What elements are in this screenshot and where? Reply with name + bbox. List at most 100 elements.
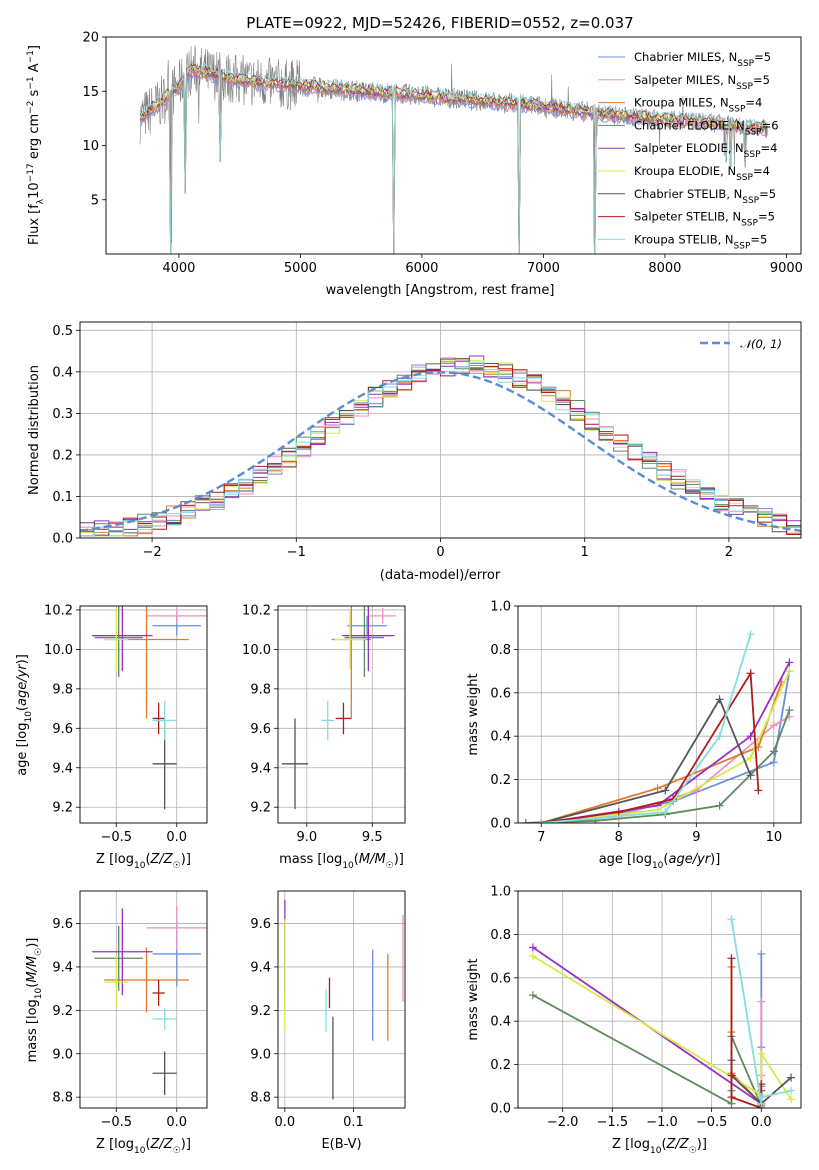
x-tick-label: 5000 xyxy=(284,261,317,276)
mass-weight-marker xyxy=(785,658,794,667)
frame-weight_vs_age: 7 8 9 10 0.0 0.2 0.4 0.6 0.8 1.0 age [log10(age/yr… xyxy=(466,600,802,871)
mass-weight-line xyxy=(541,633,752,823)
error-bar-point xyxy=(344,606,385,678)
axes-weight_vs_age: 7 8 9 10 0.0 0.2 0.4 0.6 0.8 1.0 age [log10(age/yr… xyxy=(466,600,802,871)
mass-weight-marker xyxy=(746,771,755,780)
residuals-xlabel: (data-model)/error xyxy=(380,568,501,583)
x-tick-label: 0 xyxy=(436,545,444,560)
y-tick-label: 10.2 xyxy=(44,603,73,618)
mass-weight-marker xyxy=(727,954,736,963)
legend-label: Chabrier STELIB, NSSP=5 xyxy=(634,187,776,206)
y-tick-label: 0.2 xyxy=(490,1058,511,1073)
y-tick-label: 9.4 xyxy=(52,960,73,975)
mass-weight-marker xyxy=(746,753,755,762)
x-tick-label: −1.0 xyxy=(646,1115,678,1130)
y-tick-label: 20 xyxy=(82,31,99,46)
legend-label: Kroupa ELODIE, NSSP=4 xyxy=(634,164,770,183)
x-tick-label: 7 xyxy=(537,830,545,845)
x-tick-label: 6000 xyxy=(405,261,438,276)
y-tick-label: 0.0 xyxy=(490,1102,511,1117)
frame-residuals: −2 −1 0 1 2 0.0 0.1 0.2 0.3 0.4 0.5 𝒩(0, 1) (data-mo… xyxy=(27,321,802,583)
mass-weight-marker xyxy=(746,630,755,639)
y-tick-label: 0.1 xyxy=(52,490,73,505)
y-tick-label: 0.4 xyxy=(490,1015,511,1030)
frame-age_vs_Z: −0.5 0.0 9.2 9.4 9.6 9.8 10.0 10.2 Z [log10(Z/Z☉… xyxy=(15,603,208,871)
error-bar-point xyxy=(152,1008,177,1030)
mass-weight-marker xyxy=(769,721,778,730)
x-tick-label: 0.0 xyxy=(275,1115,296,1130)
y-tick-label: 9.6 xyxy=(250,722,271,737)
xlabel-age_vs_mass: mass [log10(M/M☉)] xyxy=(279,852,404,871)
legend-label: Salpeter ELODIE, NSSP=4 xyxy=(634,141,777,160)
x-tick-label: −0.5 xyxy=(696,1115,728,1130)
legend-label: Salpeter STELIB, NSSP=5 xyxy=(634,210,775,229)
spectrum-ylabel: Flux [fλ10−17 erg cm−2 s−1 A−1] xyxy=(26,45,46,245)
y-tick-label: 9.6 xyxy=(52,917,73,932)
mass-weight-marker xyxy=(661,808,670,817)
y-tick-label: 0.8 xyxy=(490,643,511,658)
y-tick-label: 0.8 xyxy=(490,928,511,943)
y-tick-label: 9.2 xyxy=(250,801,271,816)
y-tick-label: 0.6 xyxy=(490,686,511,701)
error-bar-point xyxy=(152,979,165,1007)
axes-weight_vs_Z: −2.0 −1.5 −1.0 −0.5 0.0 0.0 0.2 0.4 0.6 0.8 1.0 Z [… xyxy=(466,885,802,1156)
x-tick-label: 0.0 xyxy=(166,1115,187,1130)
y-tick-label: 0.0 xyxy=(490,817,511,832)
figure-title: PLATE=0922, MJD=52426, FIBERID=0552, z=0… xyxy=(246,14,633,32)
mass-weight-marker xyxy=(715,732,724,741)
y-tick-label: 9.8 xyxy=(52,682,73,697)
y-tick-label: 0.3 xyxy=(52,407,73,422)
x-tick-label: 0.1 xyxy=(343,1115,364,1130)
y-tick-label: 0.6 xyxy=(490,971,511,986)
grid-age_vs_mass xyxy=(278,606,405,823)
mass-weight-marker xyxy=(614,808,623,817)
y-tick-label: 9.6 xyxy=(250,917,271,932)
y-tick-label: 9.4 xyxy=(52,761,73,776)
y-tick-label: 9.8 xyxy=(250,682,271,697)
xlabel-mass_vs_Z: Z [log10(Z/Z☉)] xyxy=(96,1137,191,1156)
xlabel-weight_vs_age: age [log10(age/yr)] xyxy=(599,852,721,871)
error-bar-point xyxy=(347,615,387,636)
error-bar-point xyxy=(146,607,207,624)
ylabel-age_vs_Z: age [log10(age/yr)] xyxy=(15,654,34,776)
mass-weight-marker xyxy=(757,997,766,1006)
error-bar-point xyxy=(92,606,153,672)
axes-frame xyxy=(517,605,802,824)
x-tick-label: 4000 xyxy=(162,261,195,276)
grid-mass_vs_Z xyxy=(80,891,207,1108)
frame-age_vs_mass: 9.0 9.5 9.2 9.4 9.6 9.8 10.0 10.2 mass [log10(M/… xyxy=(242,603,406,871)
x-tick-label: 9.5 xyxy=(362,830,383,845)
error-bar-point xyxy=(342,606,395,672)
y-tick-label: 8.8 xyxy=(52,1091,73,1106)
plot-area-age_vs_Z xyxy=(92,606,207,810)
axes-frame xyxy=(517,890,802,1109)
x-tick-label: −0.5 xyxy=(100,1115,132,1130)
x-tick-label: 7000 xyxy=(527,261,560,276)
xlabel-age_vs_Z: Z [log10(Z/Z☉)] xyxy=(96,852,191,871)
y-tick-label: 0.4 xyxy=(52,365,73,380)
xlabel-weight_vs_Z: Z [log10(Z/Z☉)] xyxy=(612,1137,707,1156)
error-bar-point xyxy=(94,606,143,678)
mass-weight-marker xyxy=(537,819,546,823)
mass-weight-line xyxy=(532,955,792,1100)
axes-age_vs_Z: −0.5 0.0 9.2 9.4 9.6 9.8 10.0 10.2 Z [log10(Z/Z☉… xyxy=(15,603,208,871)
y-tick-label: 10 xyxy=(82,139,99,154)
error-bar-point xyxy=(335,702,352,735)
mass-weight-marker xyxy=(521,819,530,823)
y-tick-label: 9.2 xyxy=(250,1004,271,1019)
x-tick-label: 1 xyxy=(581,545,589,560)
axes-frame xyxy=(277,890,406,1109)
y-tick-label: 9.0 xyxy=(250,1047,271,1062)
mass-weight-marker xyxy=(787,1095,796,1104)
legend-label: Kroupa MILES, NSSP=4 xyxy=(634,96,762,115)
axes-frame xyxy=(79,321,802,539)
legend-label: Kroupa STELIB, NSSP=5 xyxy=(634,232,767,251)
ylabel-weight_vs_Z: mass weight xyxy=(466,958,481,1040)
frame-weight_vs_Z: −2.0 −1.5 −1.0 −0.5 0.0 0.0 0.2 0.4 0.6 0.8 1.0 Z [… xyxy=(466,885,802,1156)
plot-area-spectrum xyxy=(139,45,769,254)
x-tick-label: −0.5 xyxy=(100,830,132,845)
mass-weight-line xyxy=(541,670,791,823)
axes-residuals: −2 −1 0 1 2 0.0 0.1 0.2 0.3 0.4 0.5 𝒩(0, 1) (data-mo… xyxy=(27,321,802,583)
error-bar-point xyxy=(369,607,396,624)
x-tick-label: 9000 xyxy=(770,261,803,276)
